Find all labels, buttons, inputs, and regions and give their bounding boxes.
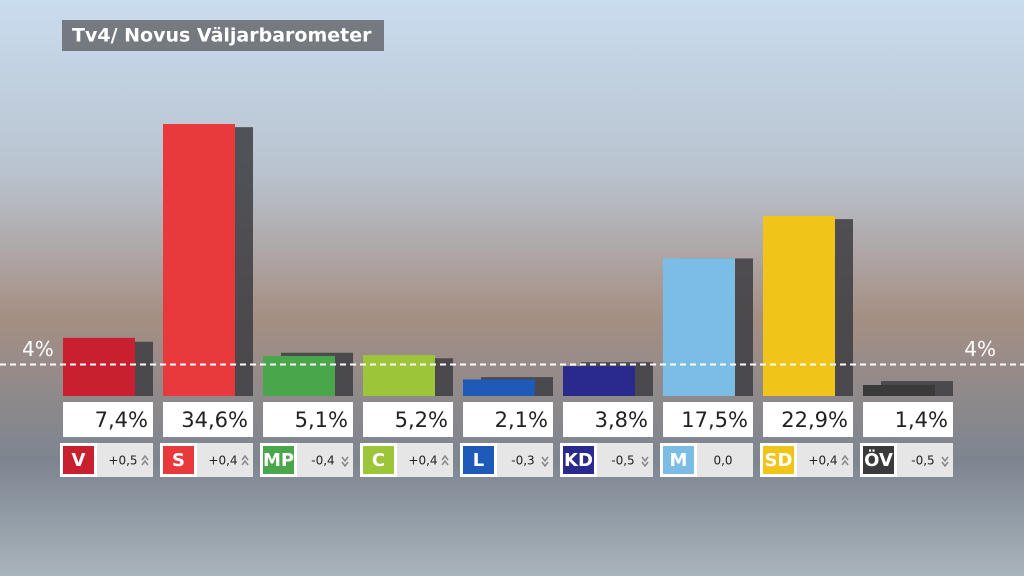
value-box	[163, 402, 253, 437]
party-badge	[763, 446, 794, 474]
change-arrow	[641, 456, 649, 468]
value-label: 7,4%	[95, 408, 148, 432]
bar	[263, 355, 335, 396]
bar	[363, 355, 435, 396]
party-label: SD	[765, 450, 793, 471]
bar	[63, 337, 135, 396]
value-label: 22,9%	[781, 408, 848, 432]
bar	[763, 215, 835, 396]
change-arrow	[541, 456, 549, 468]
change-arrow	[941, 456, 949, 468]
value-box	[263, 402, 353, 437]
value-box	[763, 402, 853, 437]
party-label: S	[172, 450, 185, 471]
change-box	[397, 443, 453, 477]
bar	[663, 258, 735, 396]
value-box	[663, 402, 753, 437]
value-label: 1,4%	[895, 408, 948, 432]
value-box	[863, 402, 953, 437]
change-arrow	[841, 454, 849, 466]
party-label: MP	[263, 450, 294, 471]
party-label: ÖV	[864, 449, 893, 471]
change-label: +0,4	[808, 454, 837, 468]
value-box	[563, 402, 653, 437]
party-badge	[363, 446, 394, 474]
bar	[463, 379, 535, 396]
value-box	[463, 402, 553, 437]
change-box	[97, 443, 153, 477]
party-badge	[463, 446, 494, 474]
change-label: 0,0	[713, 454, 732, 468]
change-arrow	[141, 454, 149, 466]
party-badge	[163, 446, 194, 474]
party-label: C	[372, 450, 385, 471]
change-label: -0,5	[911, 454, 934, 468]
change-box	[797, 443, 853, 477]
value-box	[363, 402, 453, 437]
party-badge	[863, 446, 894, 474]
change-label: -0,4	[311, 454, 334, 468]
change-label: +0,4	[408, 454, 437, 468]
change-box	[197, 443, 253, 477]
party-badge	[63, 446, 94, 474]
party-label: M	[670, 450, 688, 471]
threshold-label: 4%	[964, 337, 996, 361]
change-label: +0,5	[108, 454, 137, 468]
party-label: L	[473, 450, 484, 471]
party-badge	[263, 446, 294, 474]
value-label: 5,1%	[295, 408, 348, 432]
party-label: V	[72, 450, 86, 471]
value-label: 5,2%	[395, 408, 448, 432]
title-box	[62, 20, 384, 51]
value-label: 17,5%	[681, 408, 748, 432]
value-label: 2,1%	[495, 408, 548, 432]
change-label: +0,4	[208, 454, 237, 468]
change-label: -0,3	[511, 454, 534, 468]
bar	[863, 384, 935, 396]
value-box	[63, 402, 153, 437]
threshold-label: 4%	[22, 337, 54, 361]
value-label: 3,8%	[595, 408, 648, 432]
party-badge	[663, 446, 694, 474]
change-box	[697, 443, 753, 477]
value-label: 34,6%	[181, 408, 248, 432]
party-label: KD	[564, 450, 593, 471]
party-badge	[563, 446, 594, 474]
change-label: -0,5	[611, 454, 634, 468]
chart-title: Tv4/ Novus Väljarbarometer	[72, 25, 372, 47]
bar	[163, 124, 235, 396]
change-arrow	[441, 454, 449, 466]
change-arrow	[241, 454, 249, 466]
bar	[563, 366, 635, 396]
change-arrow	[341, 456, 349, 468]
